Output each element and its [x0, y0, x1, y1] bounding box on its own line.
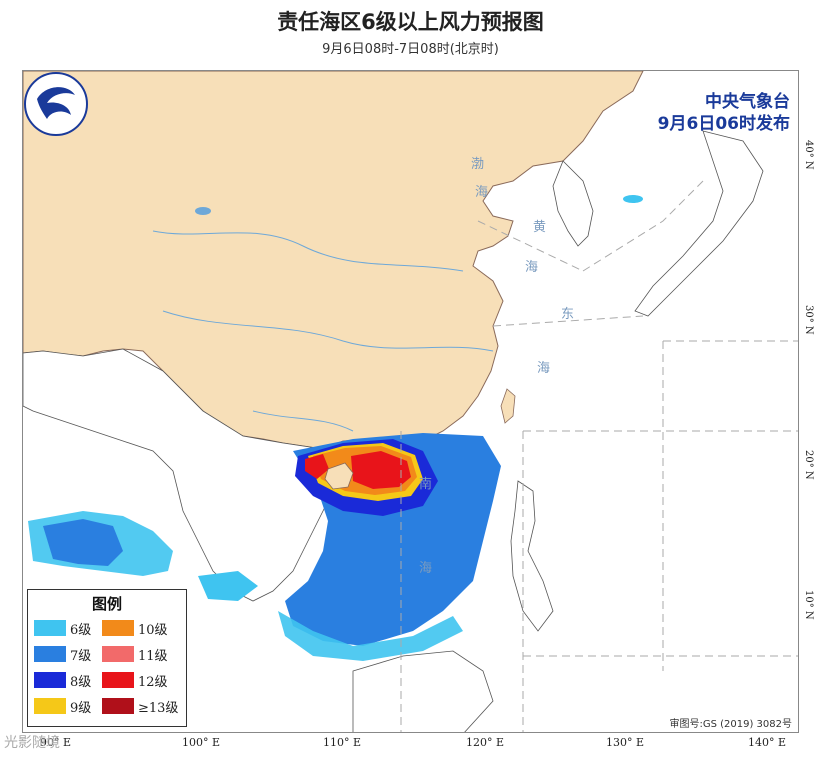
borneo-land — [352, 650, 494, 732]
korea-land — [552, 160, 594, 247]
china-land — [23, 71, 644, 450]
wind-area-6-small — [198, 571, 258, 601]
x-tick-label: 90° E — [40, 736, 72, 749]
legend-swatch — [34, 672, 66, 688]
map-legend: 图例 6级 10级 7级 11级 8级 — [27, 589, 187, 727]
sea-label-south-1: 南 — [419, 477, 433, 492]
x-tick-label: 100° E — [182, 736, 221, 749]
sea-label-bohai-1: 渤 — [471, 157, 485, 172]
legend-label: ≥13级 — [138, 700, 179, 716]
sea-label-bohai-2: 海 — [475, 185, 489, 200]
japan-land — [634, 130, 764, 317]
legend-swatch — [102, 620, 134, 636]
indochina-land — [23, 348, 344, 602]
issuer-block: 中央气象台 9月6日06时发布 — [658, 91, 790, 135]
map-subtitle: 9月6日08时-7日08时(北京时) — [322, 42, 499, 57]
legend-swatch — [34, 646, 66, 662]
philippines-land — [510, 480, 554, 632]
legend-swatch — [34, 698, 66, 714]
legend-swatch — [102, 672, 134, 688]
rivers — [152, 230, 494, 432]
legend-item: 8级 — [34, 670, 91, 690]
legend-label: 9级 — [70, 700, 92, 716]
y-tick-label: 20° N — [803, 450, 814, 480]
legend-label: 7级 — [70, 648, 92, 664]
watermark: 光影随境 — [4, 735, 60, 751]
sea-label-yellow-2: 海 — [525, 260, 539, 275]
sea-label-east-2: 海 — [537, 361, 551, 376]
wind-area-6 — [278, 611, 463, 661]
legend-label: 12级 — [138, 674, 168, 690]
map-canvas — [23, 71, 798, 732]
sea-label-south-2: 海 — [419, 561, 433, 576]
legend-label: 8级 — [70, 674, 92, 690]
y-tick-label: 30° N — [803, 305, 814, 335]
review-number: 审图号:GS (2019) 3082号 — [669, 719, 792, 730]
map-title: 责任海区6级以上风力预报图 — [277, 10, 544, 34]
hainan-land — [324, 462, 354, 490]
x-tick-label: 120° E — [466, 736, 505, 749]
x-tick-label: 130° E — [606, 736, 645, 749]
legend-item: 7级 — [34, 644, 91, 664]
legend-label: 10级 — [138, 622, 168, 638]
legend-title: 图例 — [91, 595, 122, 613]
x-tick-label: 110° E — [323, 736, 362, 749]
legend-item: 11级 — [102, 644, 168, 664]
wind-area-12-west — [305, 454, 329, 479]
legend-item: 12级 — [102, 670, 168, 690]
y-tick-label: 40° N — [803, 140, 814, 170]
lake-icon — [195, 207, 211, 215]
legend-item: ≥13级 — [102, 696, 178, 716]
legend-label: 6级 — [70, 622, 92, 638]
legend-item: 6级 — [34, 618, 91, 638]
cma-logo-icon — [24, 72, 88, 136]
legend-swatch — [34, 620, 66, 636]
legend-item: 9级 — [34, 696, 91, 716]
legend-swatch — [102, 646, 134, 662]
map-frame: 中央气象台 9月6日06时发布 渤 海 黄 海 东 海 南 海 图例 6级 10… — [22, 70, 799, 733]
wind-area-7-west — [43, 519, 123, 566]
wind-area-12 — [351, 451, 411, 489]
sea-area-boundaries — [400, 180, 798, 732]
issuer-time: 9月6日06时发布 — [657, 114, 790, 134]
x-tick-label: 140° E — [748, 736, 787, 749]
legend-swatch — [102, 698, 134, 714]
legend-item: 10级 — [102, 618, 168, 638]
lake-icon — [623, 195, 643, 203]
sea-label-east-1: 东 — [561, 307, 575, 322]
y-tick-label: 10° N — [803, 590, 814, 620]
sea-label-yellow-1: 黄 — [533, 220, 547, 235]
taiwan-land — [500, 388, 516, 424]
issuer-org: 中央气象台 — [705, 92, 790, 112]
legend-label: 11级 — [138, 648, 168, 664]
